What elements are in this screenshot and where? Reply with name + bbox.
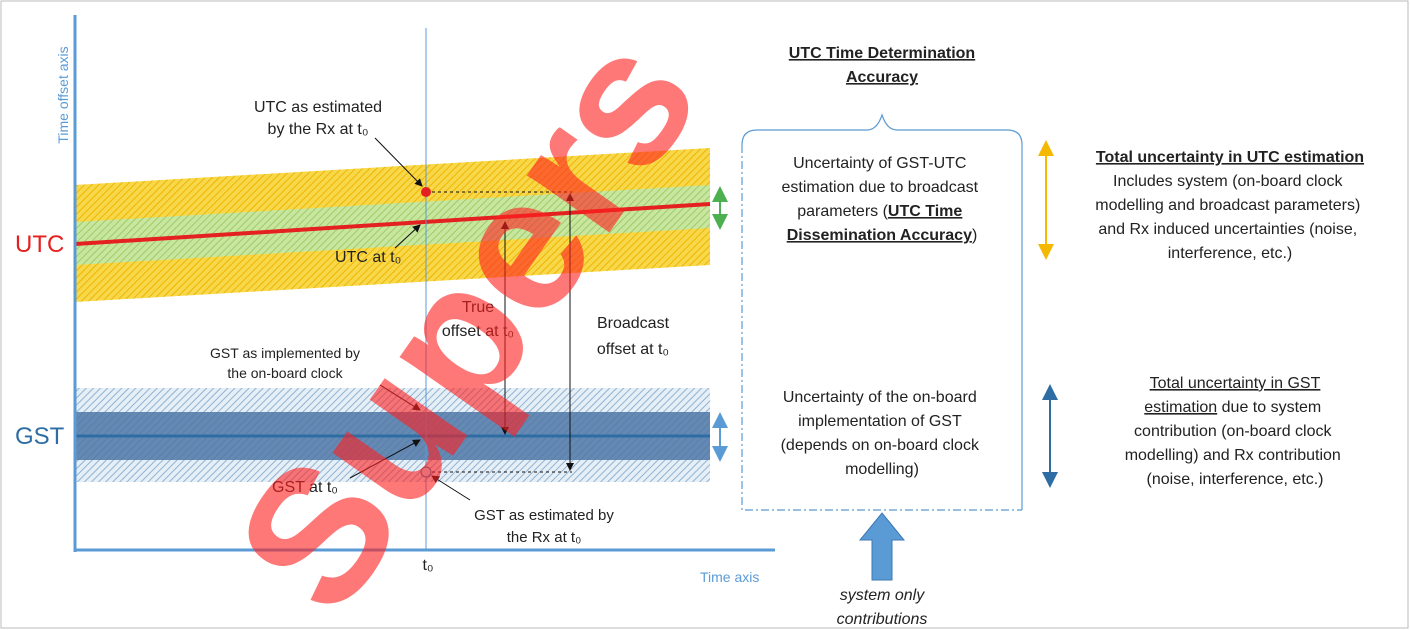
panel-title: UTC Time Determination Accuracy xyxy=(789,45,975,86)
line: the on-board clock xyxy=(227,365,343,381)
line: modelling) xyxy=(845,461,919,478)
pointer xyxy=(349,439,421,479)
t0-label: t₀ xyxy=(422,557,433,574)
big-arrow xyxy=(858,512,906,581)
line: contributions xyxy=(837,611,928,628)
pointer xyxy=(431,475,471,501)
line: ) xyxy=(972,227,977,244)
y-axis-label: Time offset axis xyxy=(55,46,71,143)
line: and Rx induced uncertainties (noise, xyxy=(1098,221,1357,238)
annotation: GST as estimated by the Rx at t₀ xyxy=(474,507,614,546)
line: system only xyxy=(840,587,925,604)
gst-total-title: Total uncertainty in GST xyxy=(1150,375,1321,392)
line: UTC Time Determination xyxy=(789,45,975,62)
line: (noise, interference, etc.) xyxy=(1147,471,1324,488)
box-upper-text: Uncertainty of GST-UTC estimation due to… xyxy=(781,155,982,244)
line: modelling and broadcast parameters) xyxy=(1095,197,1360,214)
line: implementation of GST xyxy=(798,413,962,430)
x-axis-label: Time axis xyxy=(700,569,759,585)
line: Broadcast xyxy=(597,315,670,332)
annotation: GST at t₀ xyxy=(272,479,338,496)
annotation: UTC as estimated by the Rx at t₀ xyxy=(254,99,382,138)
utc-total-text: Includes system (on-board clock modellin… xyxy=(1095,173,1364,262)
gst-total-text: estimation due to system contribution (o… xyxy=(1125,399,1346,488)
line: estimation due to broadcast xyxy=(781,179,978,196)
line: the Rx at t₀ xyxy=(507,529,582,546)
line: Uncertainty of the on-board xyxy=(783,389,977,406)
annotation: Broadcast offset at t₀ xyxy=(597,315,670,358)
annotation: True offset at t₀ xyxy=(442,299,514,340)
system-only-label: system only contributions xyxy=(837,587,928,628)
brace xyxy=(741,113,1023,510)
line: Uncertainty of GST-UTC xyxy=(793,155,966,172)
annotation: UTC at t₀ xyxy=(335,249,401,266)
pointer xyxy=(379,384,421,411)
box-lower-text: Uncertainty of the on-board implementati… xyxy=(781,389,984,478)
pointer xyxy=(374,137,423,187)
line: offset at t₀ xyxy=(442,323,514,340)
line: GST as implemented by xyxy=(210,345,360,361)
line: GST as estimated by xyxy=(474,507,614,524)
line: Includes system (on-board clock xyxy=(1113,173,1343,190)
line: (depends on on-board clock xyxy=(781,437,980,454)
line: UTC as estimated xyxy=(254,99,382,116)
utc-total-title: Total uncertainty in UTC estimation xyxy=(1096,149,1364,166)
utc-label: UTC xyxy=(15,231,64,258)
emphasis: estimation xyxy=(1144,399,1217,416)
line: Accuracy xyxy=(846,69,918,86)
box-outline xyxy=(741,145,1022,511)
emphasis: UTC Time xyxy=(888,203,962,220)
line: interference, etc.) xyxy=(1168,245,1293,262)
annotation: GST as implemented by the on-board clock xyxy=(210,345,360,381)
line: modelling) and Rx contribution xyxy=(1125,447,1341,464)
line: due to system xyxy=(1217,399,1321,416)
emphasis: Dissemination Accuracy xyxy=(787,227,972,244)
gst-estimate-dot xyxy=(420,466,432,478)
line: parameters ( xyxy=(797,203,888,220)
pointer xyxy=(394,224,421,249)
line: by the Rx at t₀ xyxy=(268,121,369,138)
line: True xyxy=(462,299,494,316)
utc-estimate-dot xyxy=(421,187,431,197)
line: contribution (on-board clock xyxy=(1134,423,1332,440)
gst-label: GST xyxy=(15,423,65,450)
line: offset at t₀ xyxy=(597,341,669,358)
utc-line xyxy=(74,202,711,246)
